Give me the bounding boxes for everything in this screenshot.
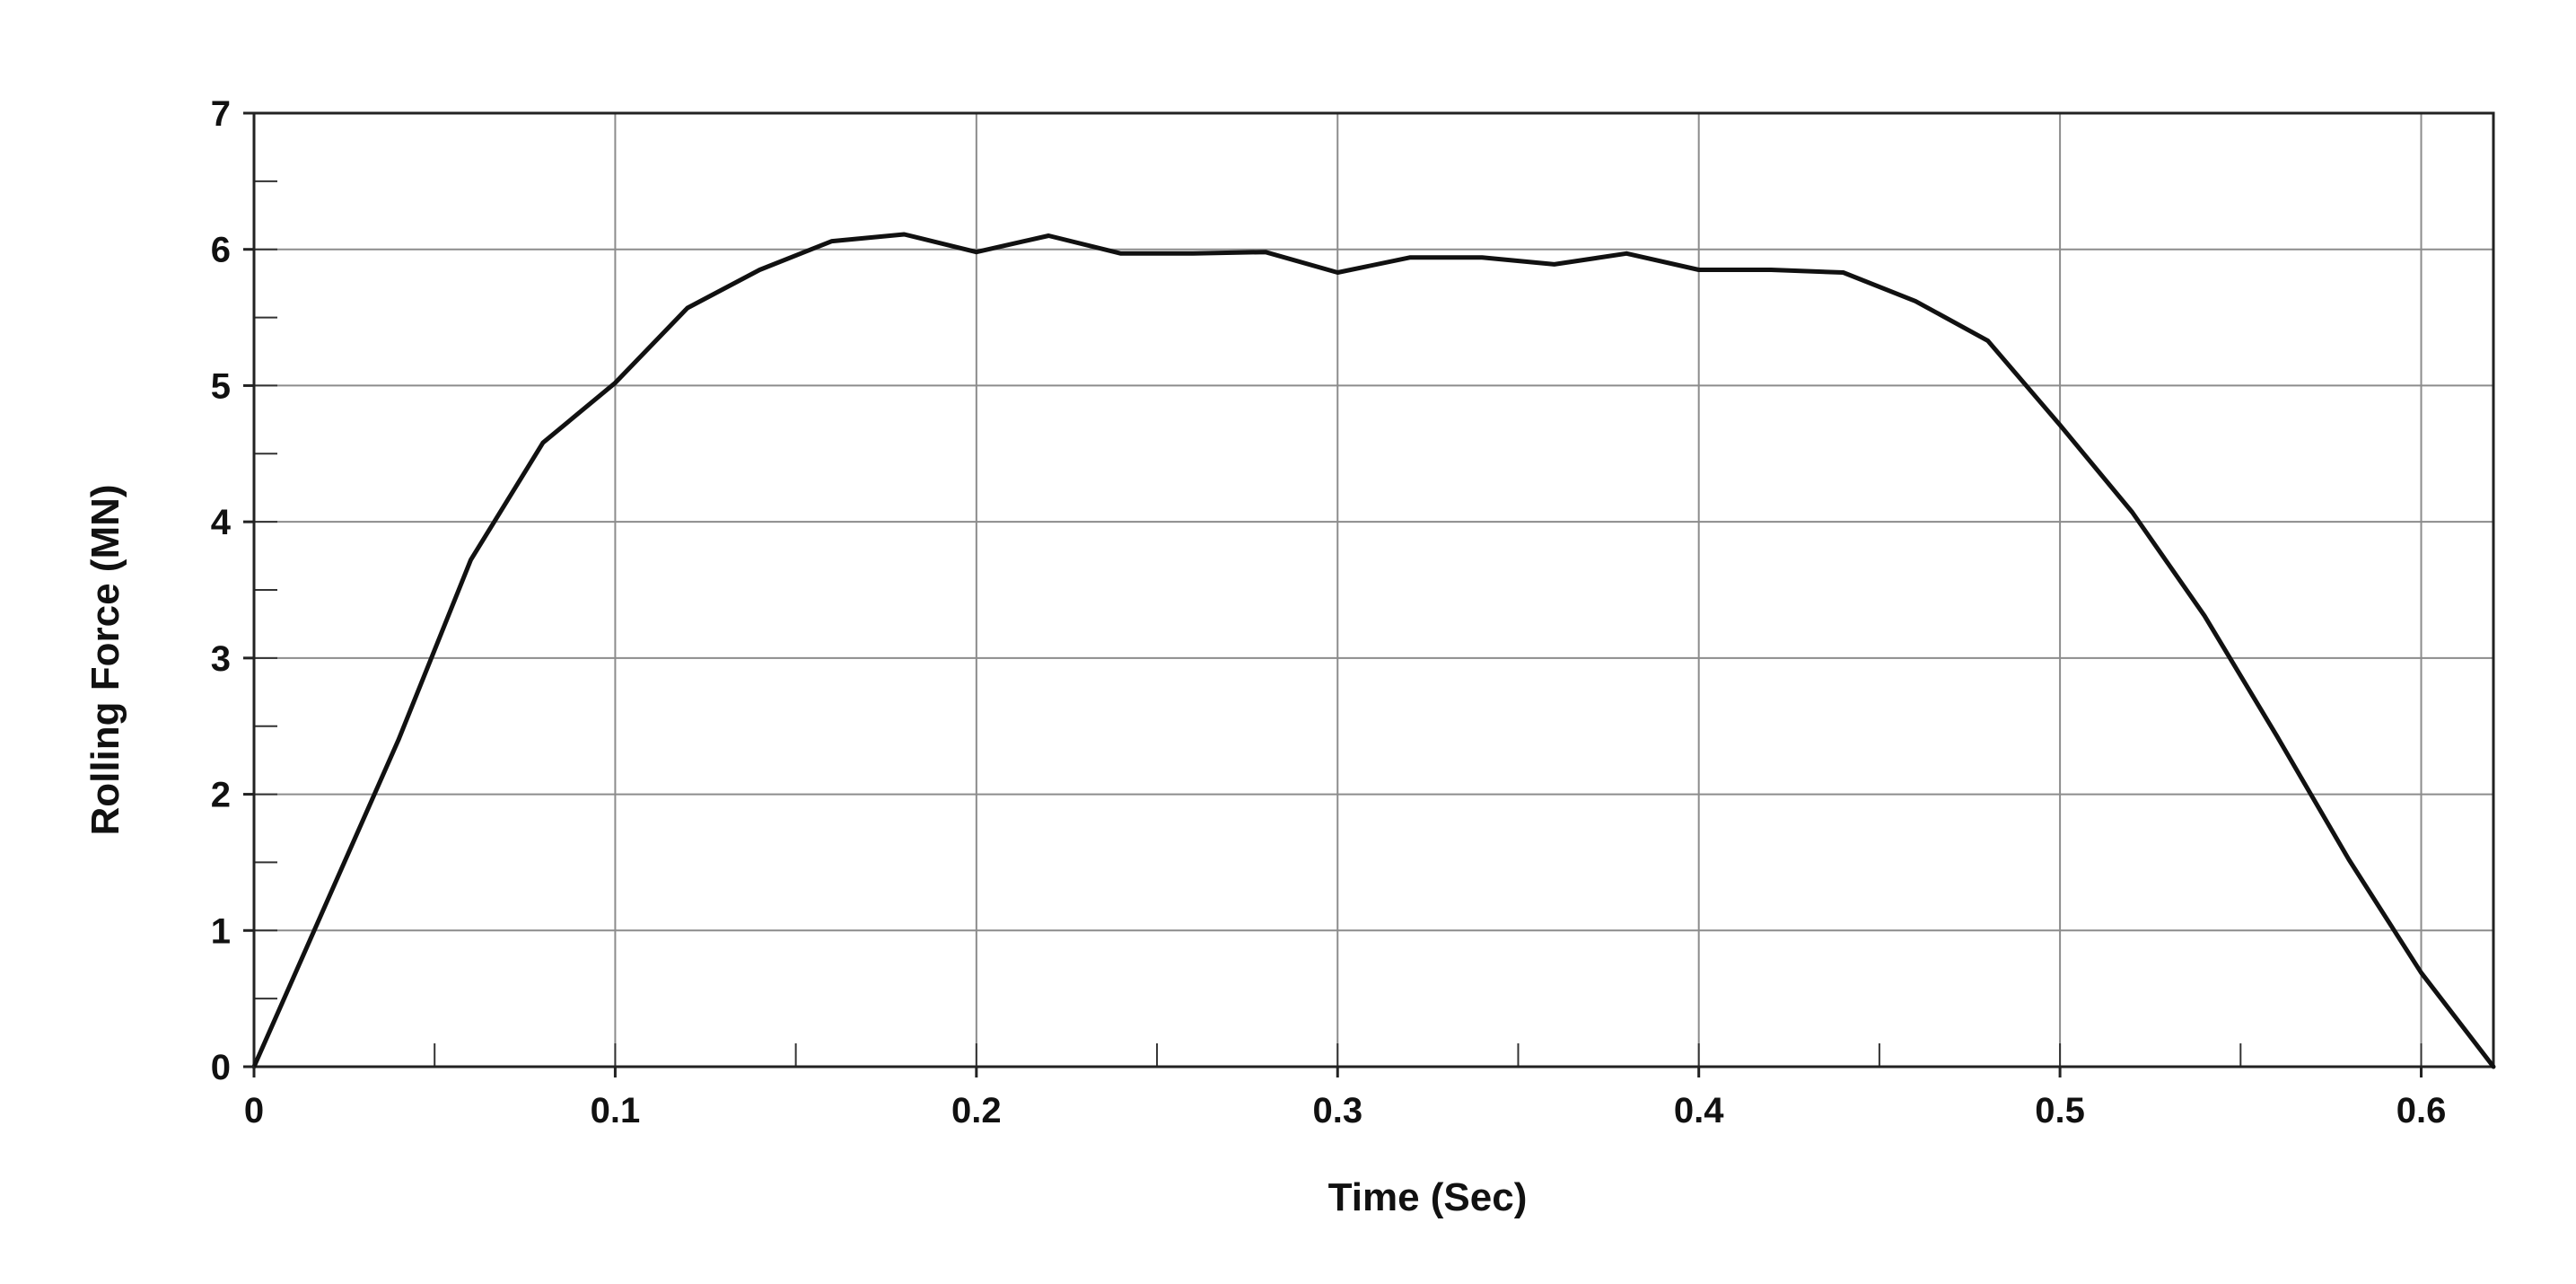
x-tick-label: 0.6	[2396, 1091, 2447, 1130]
x-tick-label: 0.2	[951, 1091, 1002, 1130]
data-point	[1407, 255, 1412, 259]
series-layer	[251, 232, 2496, 1069]
x-tick-label: 0	[244, 1091, 264, 1130]
data-point	[613, 381, 618, 385]
data-point	[2492, 1065, 2495, 1069]
data-point	[685, 305, 689, 310]
data-point	[1985, 339, 1990, 343]
data-point	[1480, 255, 1485, 259]
data-point	[1263, 250, 1267, 254]
data-point	[1118, 251, 1123, 256]
y-axis-title: Rolling Force (MN)	[83, 484, 127, 835]
data-point	[1841, 270, 1845, 275]
x-tick-label: 0.4	[1674, 1091, 1724, 1130]
data-point	[758, 268, 762, 272]
y-tick-label: 1	[211, 911, 231, 951]
y-tick-label: 3	[211, 639, 231, 679]
data-point	[2130, 510, 2134, 514]
data-point	[2058, 423, 2063, 427]
y-axis-ticks: 0 1 2 3 4 5 6 7	[211, 94, 254, 1087]
data-point	[1769, 268, 1774, 272]
data-point	[469, 558, 473, 562]
data-point	[396, 737, 400, 742]
y-tick-label: 0	[211, 1048, 231, 1087]
data-point	[540, 441, 545, 445]
x-axis-ticks: 0 0.1 0.2 0.3 0.4 0.5 0.6	[244, 1067, 2446, 1130]
y-tick-label: 6	[211, 231, 231, 270]
data-point	[1914, 299, 1918, 303]
y-tick-label: 2	[211, 776, 231, 815]
y-tick-label: 5	[211, 366, 231, 406]
data-point	[1552, 262, 1556, 267]
plot-frame	[252, 111, 2495, 1069]
x-tick-label: 0.3	[1312, 1091, 1362, 1130]
data-point	[1191, 251, 1196, 256]
series-line	[251, 232, 2496, 1069]
data-point	[974, 250, 978, 254]
data-point	[829, 239, 834, 243]
data-point	[2419, 971, 2423, 975]
y-tick-label: 7	[211, 94, 231, 134]
data-point	[902, 233, 907, 237]
y-tick-label: 4	[211, 503, 232, 542]
grid	[254, 113, 2493, 1067]
minor-ticks	[254, 180, 2423, 1067]
data-point	[2347, 857, 2352, 862]
x-axis-title: Time (Sec)	[1328, 1175, 1528, 1219]
data-point	[1625, 251, 1629, 256]
data-point	[1696, 268, 1701, 272]
data-point	[1336, 270, 1340, 275]
x-tick-label: 0.1	[591, 1091, 641, 1130]
data-point	[1047, 233, 1051, 238]
data-point	[324, 901, 329, 905]
x-tick-label: 0.5	[2035, 1091, 2085, 1130]
data-point	[2274, 734, 2279, 738]
data-point	[2203, 613, 2207, 618]
